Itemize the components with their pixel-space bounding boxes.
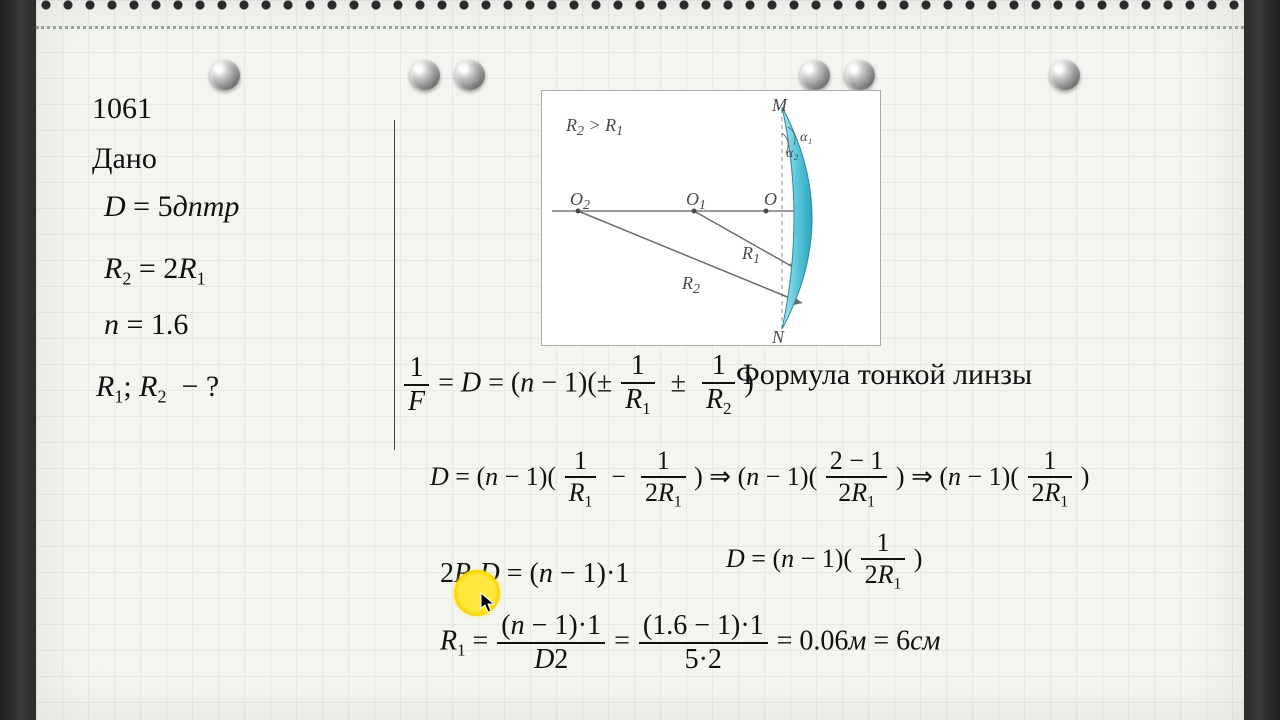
given-D: D = 5дптр: [104, 190, 239, 224]
label-O2: O2: [570, 189, 590, 213]
label-N: N: [771, 327, 785, 345]
vertical-divider: [394, 120, 395, 450]
label-R2: R2: [681, 273, 700, 297]
diagram-condition: R2 > R1: [565, 115, 623, 139]
label-O: O: [764, 189, 777, 209]
page-edge-right: [1244, 0, 1280, 720]
content-area: 1061 Дано D = 5дптр R2 = 2R1 n = 1.6 R1;…: [36, 0, 1244, 720]
problem-number: 1061: [92, 92, 152, 126]
find: R1; R2 − ?: [96, 370, 219, 407]
s2a1n: 1: [565, 448, 597, 478]
lens-diagram: R2 > R1 M N O O1 O2 R1 R2 α₁ α₂: [541, 90, 881, 346]
lhs-num: 1: [404, 354, 429, 386]
label-O1: O1: [686, 189, 706, 213]
given-label: Дано: [92, 142, 157, 176]
label-alpha2: α₂: [786, 146, 798, 161]
eq-result: R1 = (n − 1)·1D2 = (1.6 − 1)·15·2 = 0.06…: [440, 612, 940, 674]
given-R2: R2 = 2R1: [104, 252, 206, 289]
s2a2n: 1: [641, 448, 686, 478]
t2n: 1: [702, 352, 736, 384]
lhs-den: F: [404, 386, 429, 416]
highlight-spot: [454, 570, 500, 616]
s2cn: 1: [1028, 448, 1073, 478]
s2bn: 2 − 1: [826, 448, 888, 478]
eq-thin-lens: 1F = D = (n − 1)(± 1R1 ± 1R2 ): [402, 352, 754, 418]
t1n: 1: [621, 352, 655, 384]
formula-name: Формула тонкой линзы: [736, 358, 1032, 392]
label-alpha1: α₁: [800, 130, 812, 145]
label-M: M: [771, 95, 788, 115]
eq-step2: D = (n − 1)( 1R1 − 12R1 ) ⇒ (n − 1)( 2 −…: [430, 448, 1089, 510]
given-n: n = 1.6: [104, 308, 188, 342]
s3n: 1: [861, 530, 906, 560]
eq-step3-right: D = (n − 1)( 12R1 ): [726, 530, 922, 592]
page-edge-left: [0, 0, 36, 720]
